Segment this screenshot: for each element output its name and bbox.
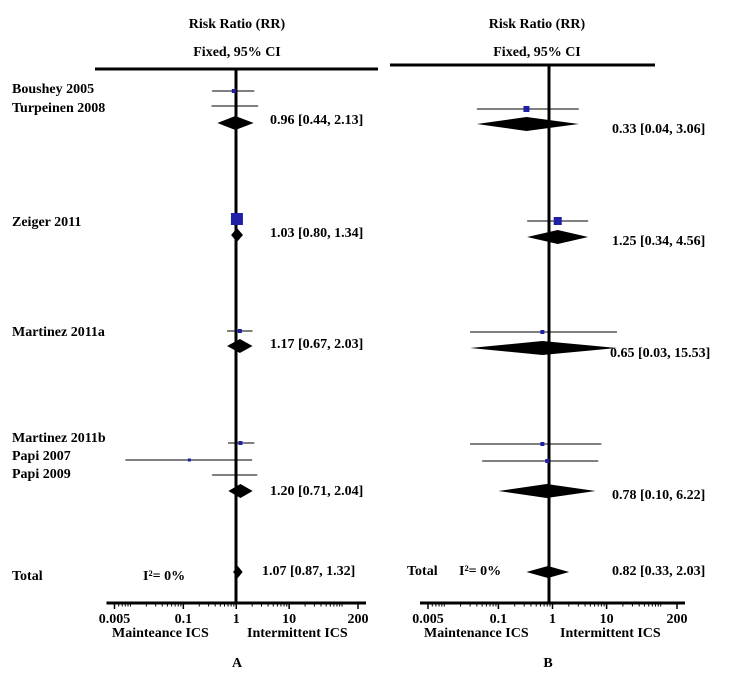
subgroup-estimate-label: 1.20 [0.71, 2.04] — [270, 484, 363, 499]
subgroup-diamond — [498, 484, 596, 498]
subgroup-estimate-label: 1.03 [0.80, 1.34] — [270, 226, 363, 241]
subgroup-estimate-label: 0.96 [0.44, 2.13] — [270, 113, 363, 128]
study-marker — [187, 458, 191, 462]
panel-a-header-title: Risk Ratio (RR) — [189, 17, 286, 32]
x-tick-label: 10 — [282, 612, 296, 627]
total-estimate-label: 0.82 [0.33, 2.03] — [612, 564, 705, 579]
study-label: Turpeinen 2008 — [12, 101, 105, 116]
panel-b-x-left-label: Maintenance ICS — [424, 626, 529, 641]
x-tick-label: 0.1 — [175, 612, 193, 627]
panel-a-x-axis: 0.005 0.1 1 10 200 — [99, 601, 369, 627]
subgroup-diamond — [470, 341, 617, 355]
subgroup-estimate-label: 1.25 [0.34, 4.56] — [612, 234, 705, 249]
x-tick-label: 1 — [549, 612, 556, 627]
panel-b-label: B — [543, 656, 552, 671]
panel-b-x-right-label: Intermittent ICS — [560, 626, 661, 641]
study-label: Boushey 2005 — [12, 82, 94, 97]
total-diamond — [526, 566, 570, 578]
subgroup-estimate-label: 0.33 [0.04, 3.06] — [612, 122, 705, 137]
subgroup-diamond — [228, 484, 253, 498]
panel-a-header-subtitle: Fixed, 95% CI — [193, 45, 281, 60]
study-marker — [523, 106, 530, 112]
heterogeneity-label: I²= 0% — [459, 564, 501, 579]
study-marker — [545, 459, 550, 463]
x-tick-label: 1 — [233, 612, 240, 627]
study-label: Martinez 2011b — [12, 431, 106, 446]
subgroup-estimate-label: 1.17 [0.67, 2.03] — [270, 337, 363, 352]
study-marker — [230, 213, 243, 225]
subgroup-diamond — [217, 116, 254, 130]
study-label: Papi 2007 — [12, 449, 71, 464]
panel-b-marks — [470, 106, 617, 578]
panel-b: Risk Ratio (RR) Fixed, 95% CI 0.33 [0.04… — [390, 17, 710, 671]
subgroup-estimate-label: 0.65 [0.03, 15.53] — [610, 346, 710, 361]
panel-a-x-left-label: Mainteance ICS — [112, 626, 209, 641]
total-label: Total — [407, 564, 438, 579]
study-marker — [238, 441, 243, 445]
study-marker — [237, 329, 242, 333]
study-label: Papi 2009 — [12, 467, 71, 482]
subgroup-diamond — [227, 339, 253, 353]
x-tick-label: 0.005 — [412, 612, 444, 627]
study-marker — [540, 330, 545, 334]
x-tick-label: 0.005 — [99, 612, 131, 627]
panel-b-x-axis: 0.005 0.1 1 10 200 — [412, 601, 688, 627]
panel-b-header-subtitle: Fixed, 95% CI — [493, 45, 581, 60]
total-label: Total — [12, 569, 43, 584]
subgroup-diamond — [476, 117, 579, 131]
study-label: Zeiger 2011 — [12, 215, 81, 230]
heterogeneity-label: I²= 0% — [143, 569, 185, 584]
total-estimate-label: 1.07 [0.87, 1.32] — [262, 564, 355, 579]
study-marker — [553, 217, 562, 225]
study-label: Martinez 2011a — [12, 325, 105, 340]
panel-a-label: A — [232, 656, 243, 671]
x-tick-label: 200 — [667, 612, 688, 627]
study-marker — [540, 442, 545, 446]
study-marker — [231, 89, 236, 93]
subgroup-diamond — [231, 228, 243, 242]
panel-a: Risk Ratio (RR) Fixed, 95% CI Boushey 20… — [12, 17, 378, 671]
x-tick-label: 0.1 — [490, 612, 508, 627]
x-tick-label: 200 — [348, 612, 369, 627]
subgroup-diamond — [527, 230, 589, 244]
panel-a-marks — [125, 89, 259, 578]
x-tick-label: 10 — [600, 612, 614, 627]
total-diamond — [233, 566, 243, 578]
subgroup-estimate-label: 0.78 [0.10, 6.22] — [612, 488, 705, 503]
panel-a-x-right-label: Intermittent ICS — [247, 626, 348, 641]
panel-b-header-title: Risk Ratio (RR) — [489, 17, 586, 32]
